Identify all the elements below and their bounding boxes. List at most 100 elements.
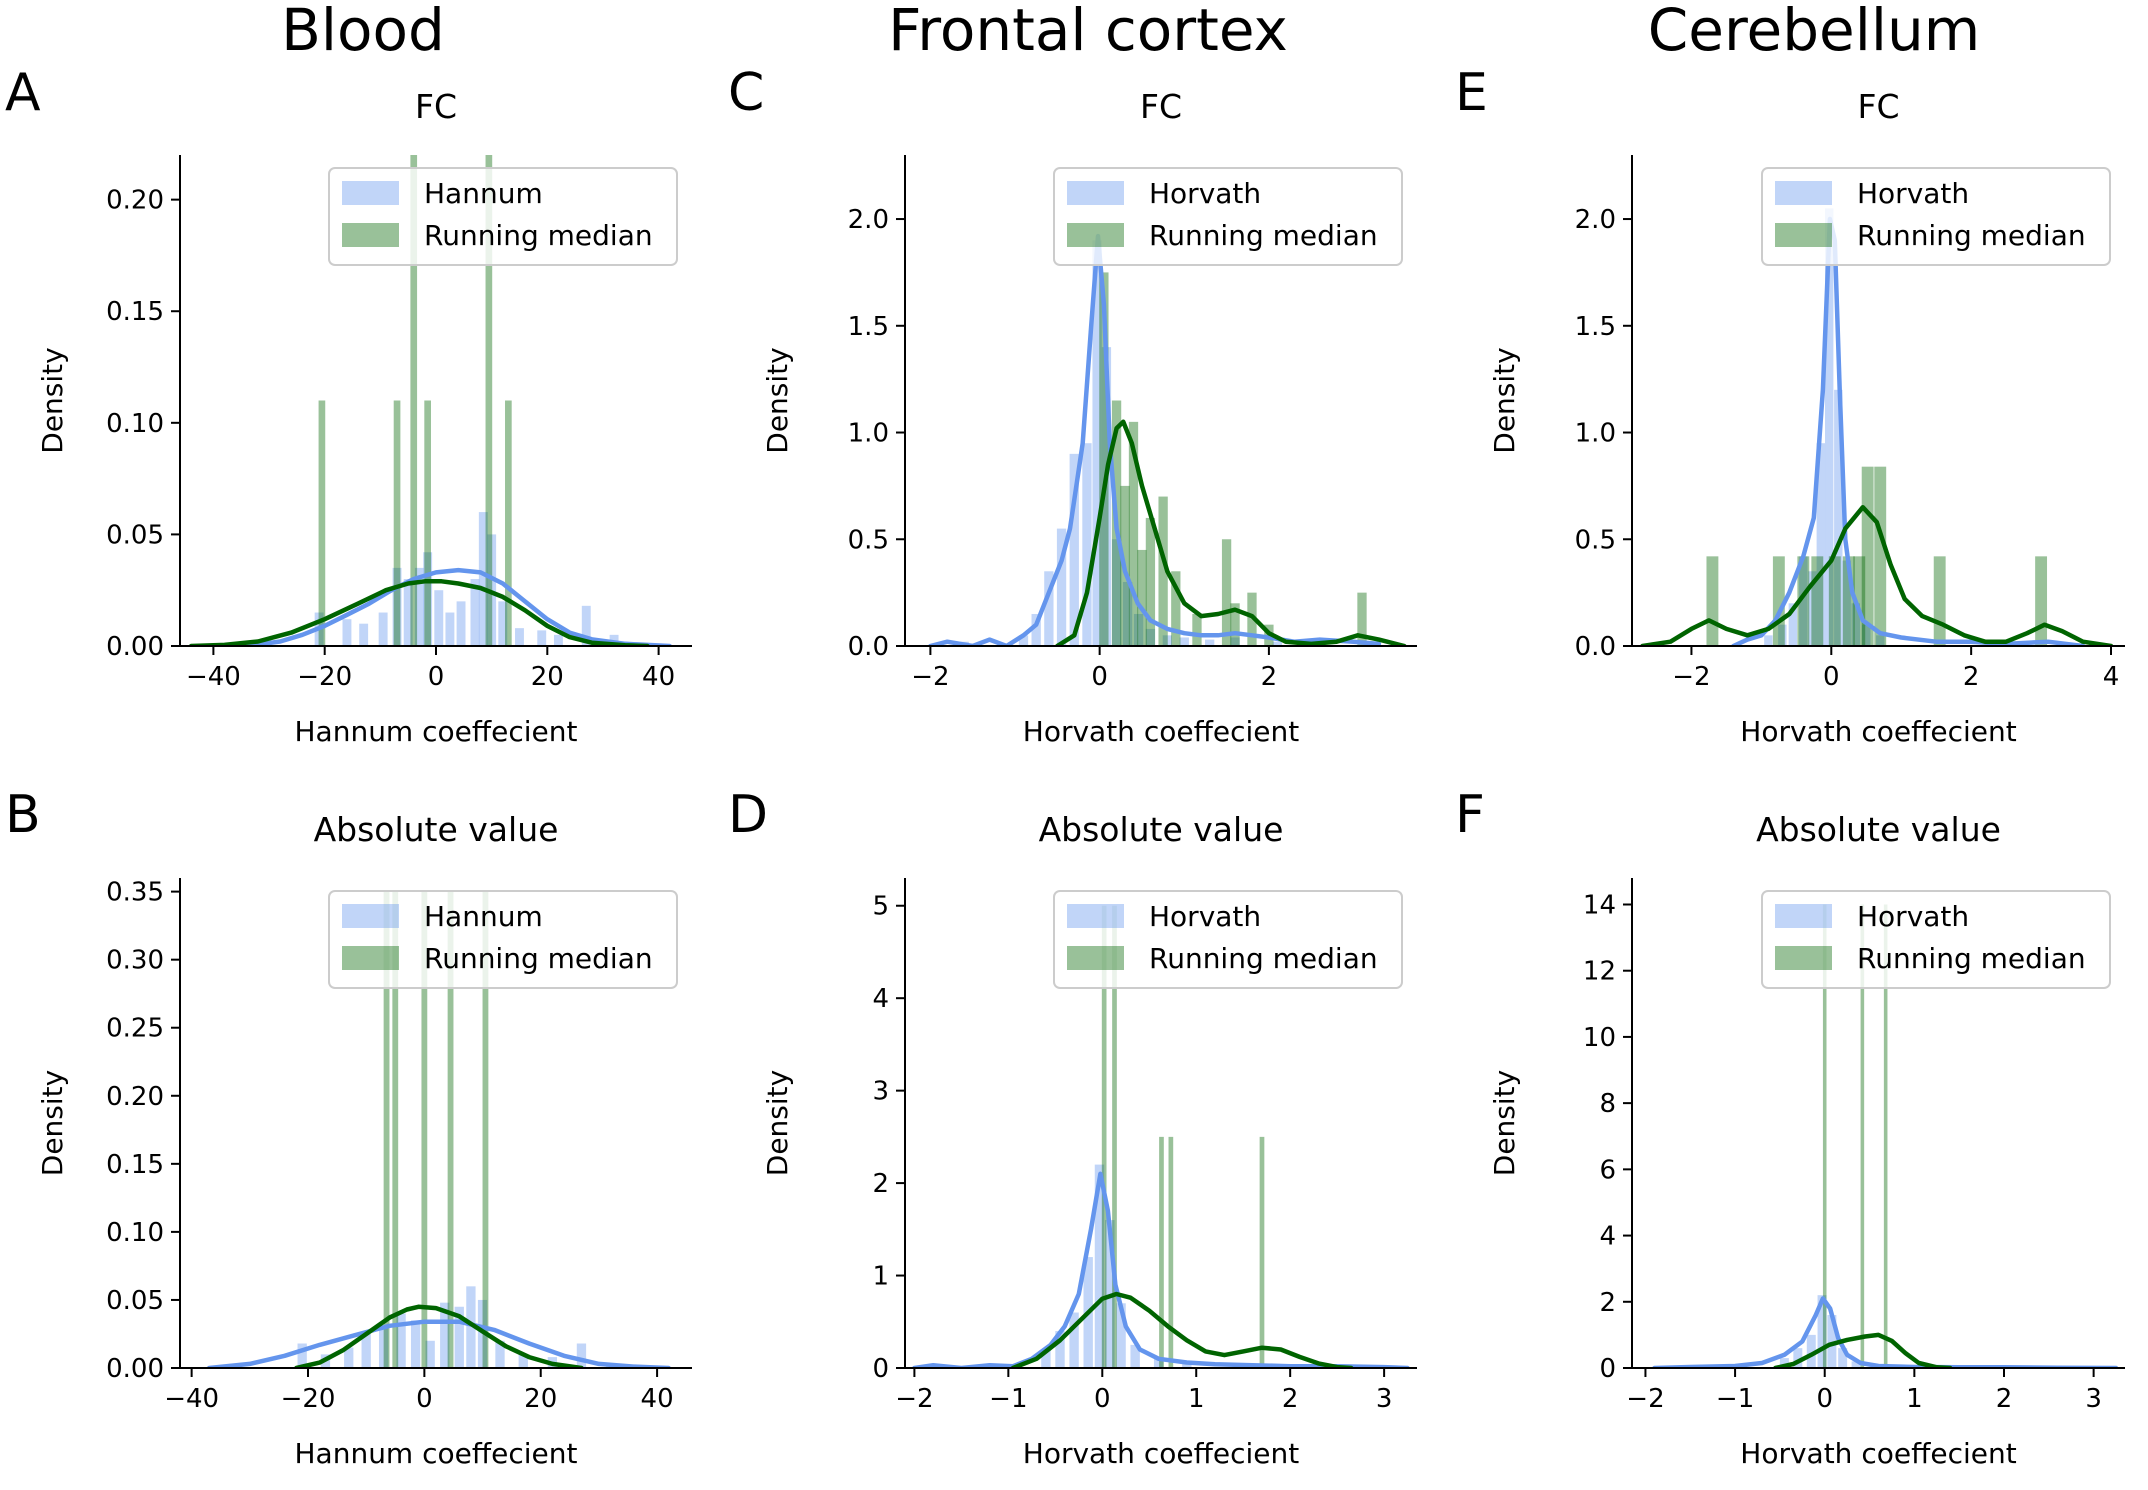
hist-bar-dataset-15 [1205,639,1215,646]
panels: A FC−40 −20 0 20 400.000.050.100.150.20Hannum… [5,63,2125,1470]
hist-bar-dataset-12 [1145,628,1156,646]
hist-bar-dataset-4 [392,567,402,646]
x-tick-label: 0 [428,662,445,692]
x-axis-label: Horvath coeffecient [1023,1437,1299,1470]
legend-box [1761,890,2111,989]
hist-bar-dataset-7 [423,552,433,646]
legend-label: Horvath [1857,900,1969,933]
y-axis-label: Density [1488,347,1521,453]
panel-title: FC [1857,87,1899,126]
hist-bar-dataset-15 [576,1343,587,1368]
legend-label: Horvath [1149,900,1261,933]
hist-bar-dataset-14 [1179,637,1189,646]
y-tick-label: 0 [1599,1354,1616,1384]
legend: Hannum Running median [328,167,678,266]
hist-bar-running-median-5 [1145,517,1156,646]
hist-bar-dataset-1 [1055,1331,1065,1368]
hist-bar-dataset-0 [1764,635,1773,646]
hist-bar-running-median-3 [1128,421,1139,646]
hist-bar-dataset-6 [1851,1361,1861,1368]
y-tick-label: 0.35 [106,878,164,908]
y-tick-label: 12 [1583,957,1616,987]
panel-c: C FC −2 0 2 0.0 0.5 1.0 1.5 2.0 Horvath coeffecien… [728,63,1417,748]
y-tick-label: 0.0 [1575,632,1616,662]
y-tick-label: 1 [872,1262,889,1292]
hist-bar-running-median-2 [410,155,418,646]
hist-bar-dataset-3 [361,1333,371,1368]
y-tick-label: 0 [872,1354,889,1384]
x-tick-label: 3 [1376,1384,1393,1414]
hist-bar-dataset-12 [478,512,488,646]
panel-letter: E [1455,63,1488,123]
y-tick-label: 3 [872,1077,889,1107]
hist-bar-dataset-8 [440,1302,450,1368]
plot-area [928,233,1407,646]
hist-bar-dataset-2 [1031,613,1041,646]
legend-swatch-dataset [1067,181,1124,205]
hist-bar-dataset-9 [445,612,455,646]
hist-bar-dataset-11 [1133,613,1144,646]
legend-swatch-dataset [342,904,399,928]
y-tick-label: 1.0 [848,419,889,449]
hist-bar-dataset-2 [1806,1334,1816,1368]
legend-swatch-running-median [342,946,399,970]
x-tick-label: 4 [2103,662,2120,692]
plot-area [1640,208,2114,646]
hist-bar-dataset-3 [378,612,388,646]
y-tick-label: 0.25 [106,1014,164,1044]
column-title-blood: Blood [281,0,445,64]
hist-bar-dataset-4 [1094,1164,1105,1368]
panel-a: A FC −40 −20 0 20 40 0.00 0.05 0.10 0.15 0.20 Hannum… [5,63,692,748]
legend-swatch-dataset [1775,181,1832,205]
hist-bar-running-median-2 [1883,904,1888,1368]
hist-bar-dataset-2 [1069,1312,1079,1368]
hist-bar-dataset-0 [297,1343,307,1368]
legend-swatch-dataset [1067,904,1124,928]
y-tick-label: 0.05 [106,520,164,550]
legend-label: Running median [1857,942,2086,975]
hist-bar-dataset-5 [1069,453,1079,646]
x-tick-label: 0 [1094,1384,1111,1414]
panel-e: E FC −2 0 2 4 0.0 0.5 1.0 1.5 2.0 Horvath coeffecie… [1455,63,2125,748]
legend-box [328,890,678,989]
legend-label: Hannum [424,177,543,210]
y-tick-label: 0.10 [106,1218,164,1248]
panel-letter: D [728,785,768,845]
hist-bar-dataset-7 [1130,1344,1140,1368]
hist-bar-dataset-11 [470,579,480,646]
kde-line-running-median [294,1304,584,1368]
legend-swatch-running-median [1067,946,1124,970]
hist-bar-running-median-13 [1357,592,1367,646]
hist-bar-running-median-2 [421,891,428,1368]
x-tick-label: −40 [164,1384,219,1414]
legend-swatch-running-median [342,223,399,247]
legend-box [1761,167,2111,266]
legend-swatch-running-median [1067,223,1124,247]
legend: Horvath Running median [1053,890,1403,989]
x-tick-label: −1 [989,1384,1027,1414]
legend-label: Running median [424,219,653,252]
legend-label: Running median [1149,219,1378,252]
x-tick-label: −2 [1672,662,1710,692]
y-tick-label: 0.20 [106,1082,164,1112]
hist-bar-dataset-3 [1044,571,1054,646]
x-axis-label: Hannum coeffecient [294,715,577,748]
plot-area [912,905,1410,1368]
hist-bar-running-median-3 [1168,1136,1174,1368]
legend-box [1053,167,1403,266]
hist-bar-dataset-7 [1092,240,1102,646]
panel-letter: B [5,785,41,845]
y-tick-label: 1.5 [1575,312,1616,342]
hist-bar-running-median-5 [1842,556,1855,646]
kde-line-dataset [206,1319,671,1368]
panel-letter: C [728,63,764,123]
hist-bar-dataset-5 [403,579,413,646]
hist-bar-dataset-9 [1851,603,1860,646]
hist-bar-dataset-0 [1041,1349,1051,1368]
hist-bar-running-median-4 [1259,1136,1265,1368]
legend-swatch-dataset [342,181,399,205]
y-tick-label: 2 [1599,1288,1616,1318]
hist-bar-dataset-9 [454,1306,464,1368]
panel-title: Absolute value [314,810,559,849]
hist-bar-running-median-0 [1706,556,1719,646]
